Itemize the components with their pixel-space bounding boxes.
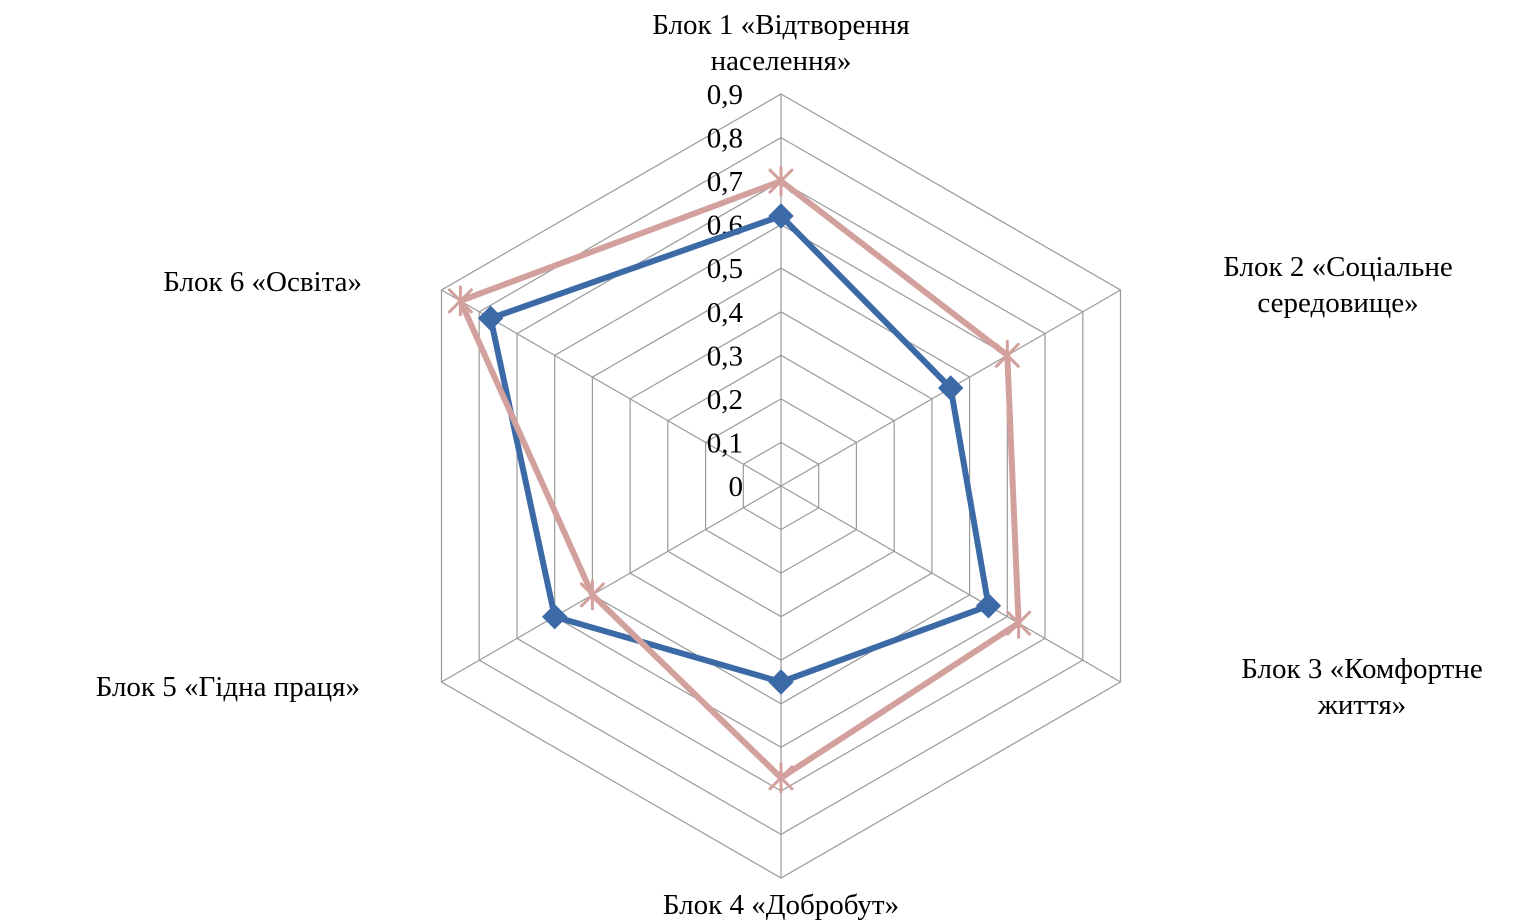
tick-label: 0,4 (707, 297, 744, 329)
tick-label: 0,7 (707, 166, 743, 198)
series-2-point (768, 165, 794, 197)
tick-label: 0 (729, 471, 744, 503)
series-2-point (447, 285, 473, 317)
tick-label: 0,5 (707, 253, 743, 285)
series-1-point (768, 203, 794, 229)
series-2-point (579, 579, 605, 611)
series-1-point (477, 305, 504, 332)
category-label-5: Блок 5 «Гідна праця» (96, 671, 360, 703)
series-1-point (541, 603, 568, 630)
category-labels: Блок 1 «Відтворення населення» Блок 2 «Соц… (96, 9, 1483, 921)
series-2-point (994, 339, 1020, 371)
tick-label: 0,9 (707, 79, 743, 111)
category-label-4: Блок 4 «Добробут» (663, 889, 899, 921)
series-2-point (1006, 607, 1032, 639)
series-2-point (768, 762, 794, 794)
radial-tick-labels: 00,10,20,30,40,50,60,70,80,9 (707, 79, 744, 503)
category-label-6: Блок 6 «Освіта» (163, 266, 362, 298)
series-1-point (975, 593, 1002, 619)
series-1-point (937, 375, 964, 401)
tick-label: 0,8 (707, 123, 743, 155)
series-1-point (768, 669, 794, 695)
tick-label: 0,3 (707, 340, 743, 372)
category-label-2: Блок 2 «Соціальне середовище» (1223, 251, 1452, 319)
tick-label: 0,1 (707, 427, 743, 459)
grid-spoke-5 (441, 485, 782, 683)
grid-spoke-3 (780, 485, 1121, 683)
chart-series (447, 165, 1032, 794)
category-label-3: Блок 3 «Комфортне життя» (1241, 653, 1483, 721)
tick-label: 0,2 (707, 384, 743, 416)
category-label-1: Блок 1 «Відтворення населення» (652, 9, 909, 77)
